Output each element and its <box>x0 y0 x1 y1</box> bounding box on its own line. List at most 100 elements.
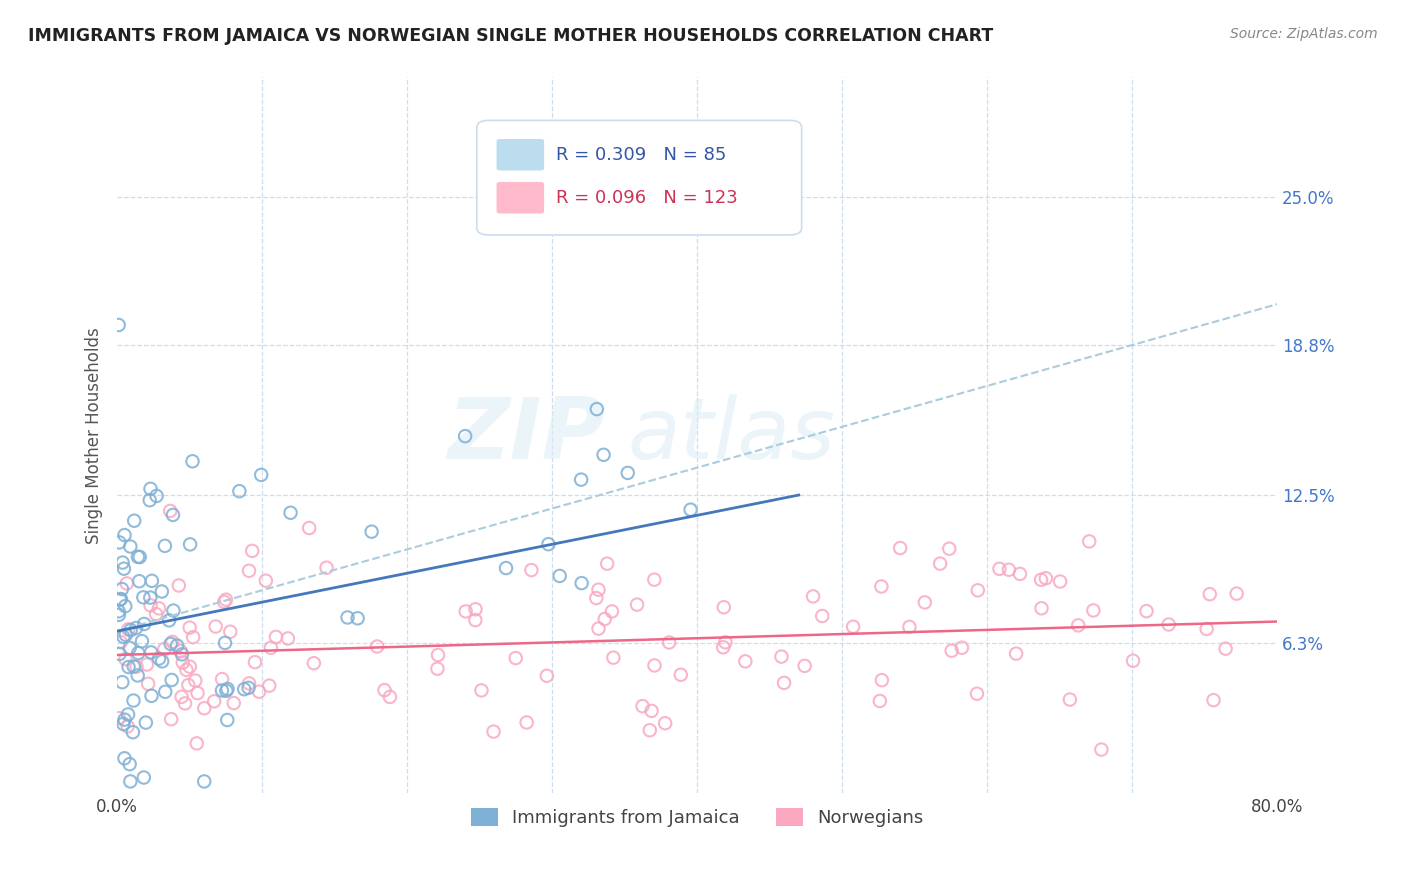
Point <box>118 757 141 772</box>
Point <box>217 713 239 727</box>
Point <box>179 659 201 673</box>
Point <box>110 592 132 607</box>
Point <box>122 514 145 528</box>
Point <box>117 707 139 722</box>
Point <box>548 569 571 583</box>
Point <box>998 563 1021 577</box>
Point <box>114 713 136 727</box>
Point <box>713 600 735 615</box>
Point <box>801 590 824 604</box>
Point <box>115 576 138 591</box>
Point <box>454 429 477 443</box>
Point <box>870 580 893 594</box>
Point <box>264 630 287 644</box>
Point <box>464 613 486 627</box>
Point <box>938 541 960 556</box>
Point <box>127 646 149 660</box>
Point <box>770 649 793 664</box>
Point <box>162 635 184 649</box>
Point <box>482 724 505 739</box>
Text: R = 0.309   N = 85: R = 0.309 N = 85 <box>555 146 725 164</box>
Point <box>139 591 162 605</box>
Point <box>1135 604 1157 618</box>
Point <box>600 604 623 618</box>
Point <box>950 640 973 655</box>
Point <box>204 619 226 633</box>
Point <box>643 658 665 673</box>
Point <box>172 656 194 670</box>
Point <box>315 560 337 574</box>
FancyBboxPatch shape <box>496 139 544 170</box>
Point <box>366 640 388 654</box>
Point <box>157 613 180 627</box>
Point <box>174 697 197 711</box>
Point <box>108 535 131 549</box>
Point <box>596 557 619 571</box>
Point <box>120 623 142 637</box>
Point <box>658 635 681 649</box>
Point <box>153 642 176 657</box>
Point <box>654 716 676 731</box>
Point <box>592 448 614 462</box>
Text: R = 0.096   N = 123: R = 0.096 N = 123 <box>555 189 738 208</box>
Point <box>148 601 170 615</box>
Point <box>139 645 162 659</box>
Point <box>160 712 183 726</box>
Point <box>259 679 281 693</box>
Point <box>228 484 250 499</box>
Point <box>569 473 592 487</box>
Point <box>138 493 160 508</box>
Point <box>1157 617 1180 632</box>
Point <box>181 454 204 468</box>
Point <box>108 711 131 725</box>
Point <box>212 595 235 609</box>
Point <box>585 402 607 417</box>
Point <box>139 482 162 496</box>
Point <box>127 549 149 564</box>
Point <box>1005 647 1028 661</box>
Point <box>114 599 136 614</box>
Point <box>111 556 134 570</box>
Point <box>277 632 299 646</box>
Point <box>793 658 815 673</box>
Point <box>260 640 283 655</box>
Point <box>238 681 260 695</box>
Point <box>127 668 149 682</box>
Point <box>170 648 193 662</box>
Point <box>638 723 661 738</box>
Point <box>1215 641 1237 656</box>
Point <box>139 599 162 613</box>
Point <box>132 591 155 605</box>
Point <box>117 623 139 637</box>
Point <box>426 662 449 676</box>
Point <box>141 689 163 703</box>
Point <box>243 655 266 669</box>
Point <box>254 574 277 588</box>
Point <box>122 725 145 739</box>
Point <box>298 521 321 535</box>
Point <box>120 774 142 789</box>
Point <box>250 467 273 482</box>
Point <box>176 663 198 677</box>
Point <box>898 620 921 634</box>
Point <box>588 622 610 636</box>
Point <box>247 684 270 698</box>
Point <box>136 677 159 691</box>
Point <box>1078 534 1101 549</box>
Point <box>1202 693 1225 707</box>
Point <box>1008 566 1031 581</box>
Point <box>454 604 477 618</box>
FancyBboxPatch shape <box>477 120 801 235</box>
Point <box>120 540 142 554</box>
Point <box>211 683 233 698</box>
Point <box>160 673 183 687</box>
Point <box>108 607 131 622</box>
FancyBboxPatch shape <box>496 182 544 213</box>
Point <box>159 504 181 518</box>
Point <box>117 660 139 674</box>
Point <box>679 502 702 516</box>
Point <box>159 637 181 651</box>
Point <box>222 696 245 710</box>
Point <box>217 681 239 696</box>
Point <box>186 686 208 700</box>
